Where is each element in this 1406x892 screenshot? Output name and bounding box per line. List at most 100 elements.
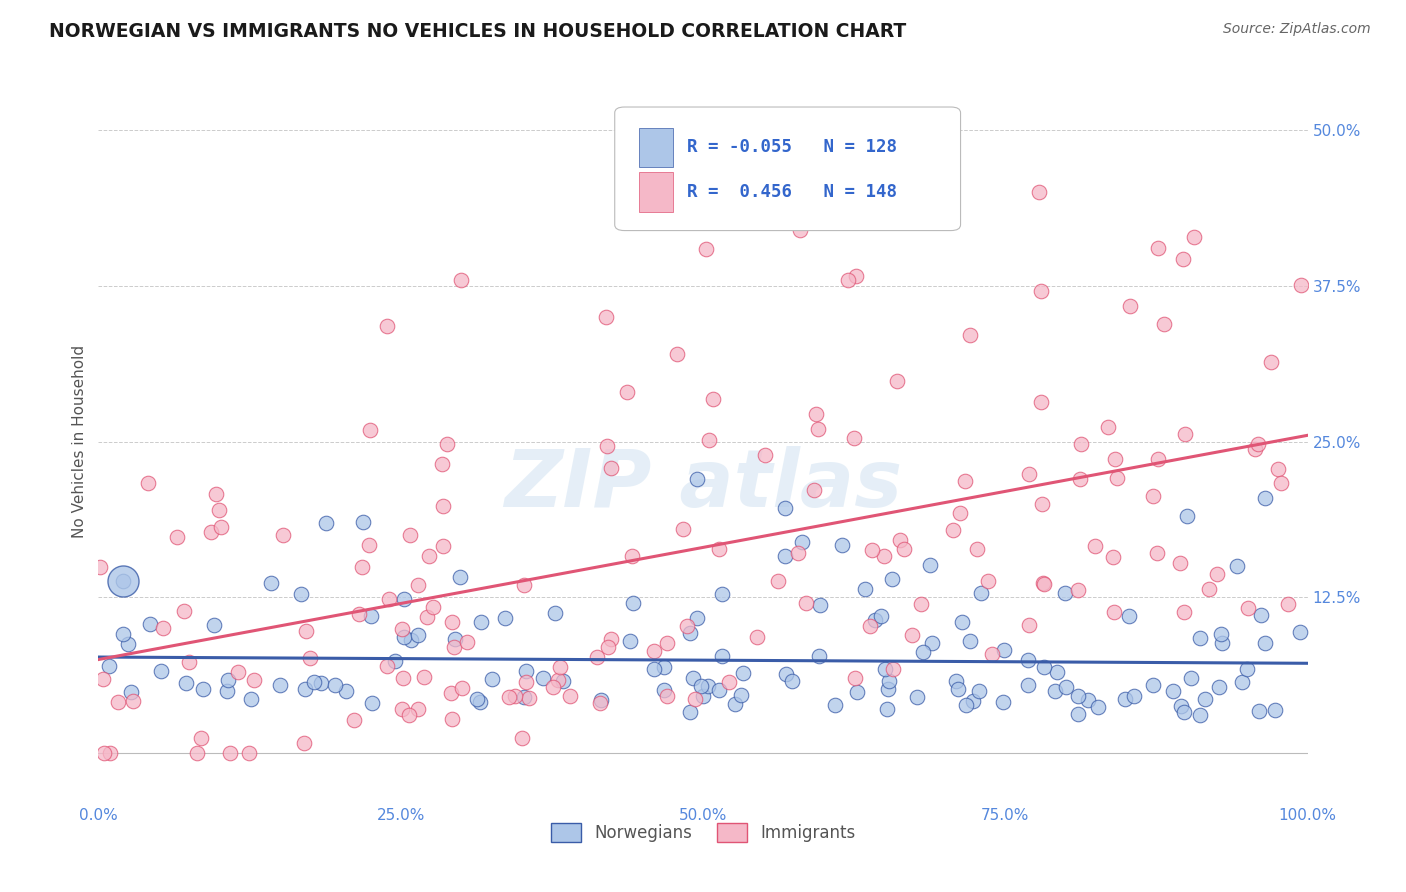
Point <box>443 632 465 647</box>
Point <box>298 651 321 665</box>
Point <box>512 690 534 704</box>
Point <box>1153 317 1175 331</box>
Point <box>200 524 222 539</box>
Point <box>422 599 444 614</box>
Point <box>1198 582 1220 596</box>
Point <box>786 546 808 560</box>
Point <box>905 690 928 705</box>
Point <box>831 538 853 552</box>
Point <box>122 694 145 708</box>
Point <box>679 705 702 719</box>
Point <box>432 539 454 553</box>
Point <box>547 673 569 688</box>
Point <box>967 684 990 698</box>
Point <box>548 659 571 673</box>
Text: R =  0.456   N = 148: R = 0.456 N = 148 <box>688 183 897 202</box>
Point <box>347 607 370 621</box>
Point <box>1142 678 1164 692</box>
Point <box>675 619 697 633</box>
Text: NORWEGIAN VS IMMIGRANTS NO VEHICLES IN HOUSEHOLD CORRELATION CHART: NORWEGIAN VS IMMIGRANTS NO VEHICLES IN H… <box>49 22 907 41</box>
Point <box>949 506 972 520</box>
Point <box>876 702 898 716</box>
Point <box>1180 671 1202 685</box>
Point <box>1018 467 1040 481</box>
Point <box>671 523 693 537</box>
Point <box>440 615 463 630</box>
Point <box>1066 707 1088 722</box>
Point <box>1104 451 1126 466</box>
Point <box>1118 608 1140 623</box>
Point <box>208 503 231 517</box>
Legend: Norwegians, Immigrants: Norwegians, Immigrants <box>544 816 862 848</box>
Point <box>654 660 676 674</box>
Point <box>959 327 981 342</box>
Point <box>754 448 776 462</box>
Point <box>955 698 977 712</box>
Point <box>1067 582 1090 597</box>
Point <box>152 622 174 636</box>
Point <box>465 691 488 706</box>
Point <box>685 692 707 706</box>
Point <box>392 630 415 644</box>
Point <box>942 523 965 537</box>
Point <box>1123 689 1146 703</box>
Point <box>596 640 619 654</box>
Point <box>359 423 381 437</box>
Point <box>1230 674 1253 689</box>
Point <box>440 686 463 700</box>
Point <box>948 681 970 696</box>
Point <box>824 698 846 712</box>
Point <box>204 618 226 632</box>
Point <box>361 696 384 710</box>
Point <box>360 609 382 624</box>
Point <box>89 559 111 574</box>
Point <box>441 712 464 726</box>
Point <box>977 574 1000 588</box>
Point <box>918 558 941 573</box>
Point <box>93 746 115 760</box>
Point <box>1070 437 1092 451</box>
Point <box>808 598 831 612</box>
Point <box>294 681 316 696</box>
Point <box>860 543 883 558</box>
Point <box>1236 600 1258 615</box>
Point <box>468 695 491 709</box>
Point <box>1247 704 1270 718</box>
Point <box>449 570 471 584</box>
Point <box>702 392 724 407</box>
Point <box>652 683 675 698</box>
Point <box>1171 252 1194 266</box>
Point <box>845 268 868 283</box>
Point <box>515 664 537 678</box>
Point <box>882 662 904 676</box>
Point <box>1101 550 1123 565</box>
Point <box>418 549 440 563</box>
Point <box>707 542 730 557</box>
Point <box>1206 567 1229 582</box>
Point <box>679 626 702 640</box>
Point <box>416 610 439 624</box>
Point <box>107 695 129 709</box>
Point <box>391 622 413 636</box>
Point <box>655 636 678 650</box>
Y-axis label: No Vehicles in Household: No Vehicles in Household <box>72 345 87 538</box>
Point <box>692 689 714 703</box>
Point <box>889 533 911 547</box>
Point <box>707 682 730 697</box>
Point <box>97 659 120 673</box>
Point <box>1270 476 1292 491</box>
Point <box>921 635 943 649</box>
Point <box>1254 491 1277 505</box>
Point <box>392 591 415 606</box>
Point <box>991 695 1014 709</box>
Point <box>173 604 195 618</box>
Point <box>875 662 897 676</box>
Point <box>1054 680 1077 694</box>
Point <box>1146 546 1168 560</box>
Point <box>111 574 134 588</box>
Point <box>807 649 830 664</box>
Point <box>1243 442 1265 457</box>
Point <box>377 591 399 606</box>
Point <box>1031 497 1053 511</box>
Point <box>586 649 609 664</box>
